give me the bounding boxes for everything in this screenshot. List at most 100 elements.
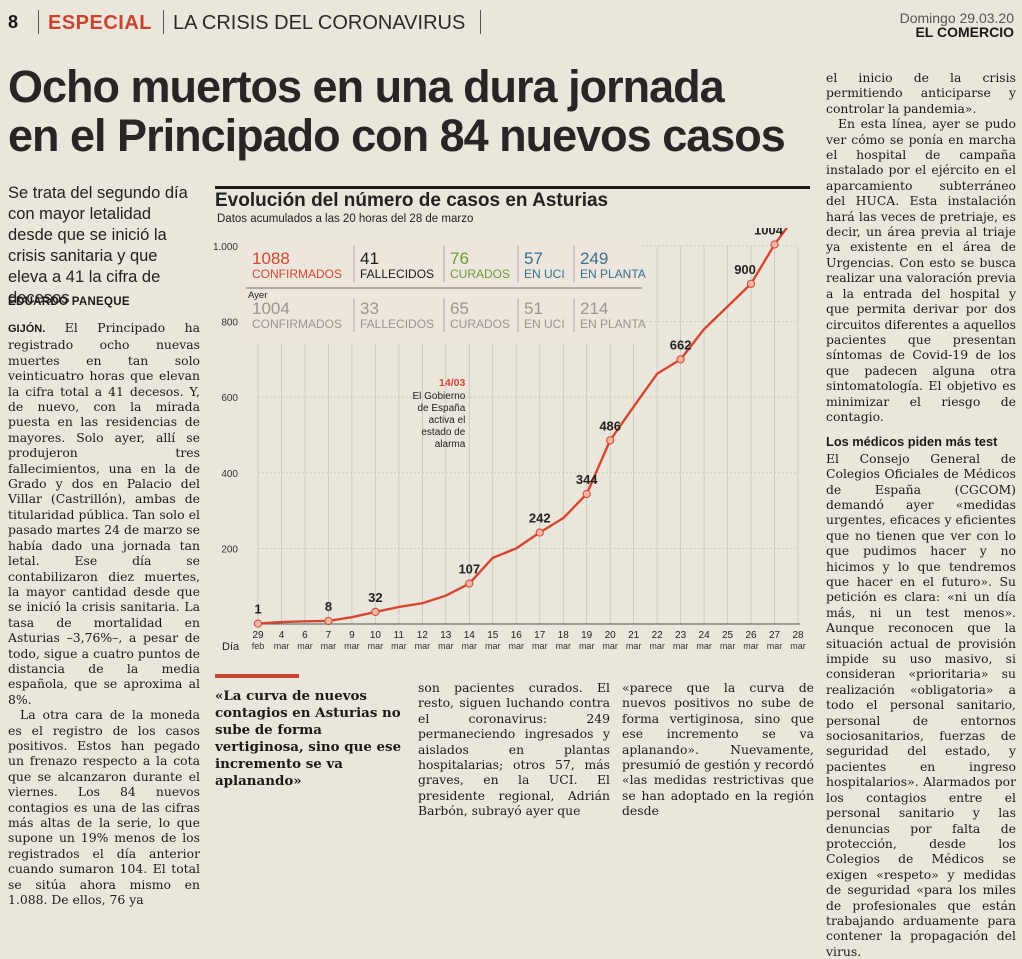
x-tick-month: mar: [579, 641, 595, 651]
x-tick-day: 24: [699, 630, 711, 641]
data-label: 8: [325, 599, 332, 614]
x-tick-day: 20: [605, 630, 617, 641]
y-tick-label: 400: [221, 469, 238, 480]
y-tick-label: 1.000: [213, 242, 238, 253]
x-tick-month: mar: [649, 641, 665, 651]
x-tick-day: 4: [279, 630, 285, 641]
stat-today-value: 249: [580, 249, 608, 268]
data-label: 344: [576, 472, 598, 487]
body-column-3: «parece que la curva de nuevos positivos…: [622, 680, 814, 819]
stat-today-value: 41: [360, 249, 379, 268]
stat-today-label: EN UCI: [524, 267, 565, 281]
x-tick-month: mar: [555, 641, 571, 651]
data-label: 32: [368, 590, 382, 605]
data-point: [535, 528, 544, 537]
x-tick-day: 7: [326, 630, 332, 641]
stat-yesterday-label: EN UCI: [524, 317, 565, 331]
data-label: 900: [734, 262, 756, 277]
paragraph: «parece que la curva de nuevos positivos…: [622, 680, 814, 819]
data-label: 1: [254, 602, 261, 617]
header-divider: [38, 10, 39, 34]
data-point: [324, 616, 333, 626]
data-labels: 1 8 32 107 242 344 486 662 900 1004 1088: [253, 228, 784, 628]
y-tick-label: 200: [221, 544, 238, 555]
x-axis: 29feb4mar6mar7mar9mar10mar11mar12mar13ma…: [222, 623, 806, 653]
x-tick-day: 12: [417, 630, 429, 641]
stat-yesterday-value: 1004: [252, 299, 290, 318]
headline: Ocho muertos en una dura jornada en el P…: [8, 62, 808, 160]
dateline: GIJÓN.: [8, 323, 46, 335]
x-tick-month: mar: [438, 641, 454, 651]
stat-yesterday-value: 33: [360, 299, 379, 318]
stat-today-value: 57: [524, 249, 543, 268]
stat-today-label: CURADOS: [450, 267, 510, 281]
annotation-text: de España: [417, 403, 465, 414]
stat-yesterday-value: 51: [524, 299, 543, 318]
series-line: [257, 228, 789, 625]
annotation-text: alarma: [435, 439, 466, 450]
stat-yesterday-value: 214: [580, 299, 608, 318]
issue-date: Domingo 29.03.20: [899, 10, 1014, 26]
data-point: [606, 436, 615, 445]
subheading: Los médicos piden más test: [826, 434, 998, 450]
x-tick-day: 27: [769, 630, 781, 641]
x-tick-month: mar: [485, 641, 501, 651]
newspaper-name: EL COMERCIO: [915, 24, 1014, 40]
y-tick-label: 800: [221, 318, 238, 329]
annotation-date: 14/03: [439, 377, 465, 389]
yesterday-label: Ayer: [248, 290, 267, 301]
x-tick-day: 21: [628, 630, 640, 641]
pull-quote: «La curva de nuevos contagios en Asturia…: [215, 688, 402, 789]
body-column-4: el inicio de la crisis permitiendo antic…: [826, 70, 1016, 959]
x-tick-month: mar: [673, 641, 689, 651]
x-tick-month: mar: [462, 641, 478, 651]
stat-today-value: 1088: [252, 249, 290, 268]
data-label: 486: [599, 418, 621, 433]
x-tick-month: mar: [368, 641, 384, 651]
y-axis: 200 400 600 800 1.000: [213, 242, 238, 555]
stat-yesterday-label: FALLECIDOS: [360, 317, 434, 331]
stat-yesterday-label: EN PLANTA: [580, 317, 646, 331]
x-tick-month: mar: [743, 641, 759, 651]
x-tick-day: 6: [302, 630, 308, 641]
deck: Se trata del segundo día con mayor letal…: [8, 184, 188, 307]
y-tick-label: 600: [221, 393, 238, 404]
data-point: [746, 279, 756, 288]
x-axis-label: Día: [222, 641, 240, 653]
stats-background: [242, 240, 642, 344]
paragraph: El Consejo General de Colegios Oficiales…: [826, 450, 1016, 959]
subsection-label: LA CRISIS DEL CORONAVIRUS: [173, 12, 466, 34]
data-label: 107: [458, 562, 480, 577]
paragraph-text: El Principado ha registrado ocho nuevas …: [8, 320, 200, 707]
headline-line: en el Principado con 84 nuevos casos: [8, 110, 786, 161]
paragraph: En esta línea, ayer se pudo ver cómo se …: [826, 116, 1016, 424]
x-tick-day: 28: [792, 630, 804, 641]
x-tick-month: mar: [344, 641, 360, 651]
stats-box: 1088CONFIRMADOS41FALLECIDOS76CURADOS57EN…: [242, 240, 646, 344]
stat-yesterday-value: 65: [450, 299, 469, 318]
cases-line-chart: 200 400 600 800 1.000 29feb4mar6mar7mar9mar1…: [213, 228, 806, 653]
x-tick-month: mar: [415, 641, 431, 651]
x-tick-month: mar: [321, 641, 337, 651]
paragraph: La otra cara de la moneda es el registro…: [8, 707, 200, 908]
x-tick-day: 13: [440, 630, 452, 641]
chart-title: Evolución del número de casos en Asturia…: [215, 190, 609, 211]
x-tick-month: mar: [509, 641, 525, 651]
x-tick-month: mar: [790, 641, 806, 651]
x-tick-day: 16: [511, 630, 523, 641]
x-tick-month: mar: [274, 641, 290, 651]
header-divider: [480, 10, 481, 34]
x-tick-month: mar: [297, 641, 313, 651]
x-tick-day: 14: [464, 630, 476, 641]
x-tick-day: 9: [349, 630, 355, 641]
chart-top-rule: [215, 186, 810, 189]
x-tick-day: 26: [745, 630, 757, 641]
data-point: [676, 355, 685, 364]
body-column-1: GIJÓN. El Principado ha registrado ocho …: [8, 320, 200, 907]
x-tick-day: 10: [370, 630, 382, 641]
data-point: [582, 489, 591, 499]
quote-accent-rule: [215, 674, 299, 678]
x-tick-month: mar: [602, 641, 618, 651]
x-tick-day: 23: [675, 630, 687, 641]
